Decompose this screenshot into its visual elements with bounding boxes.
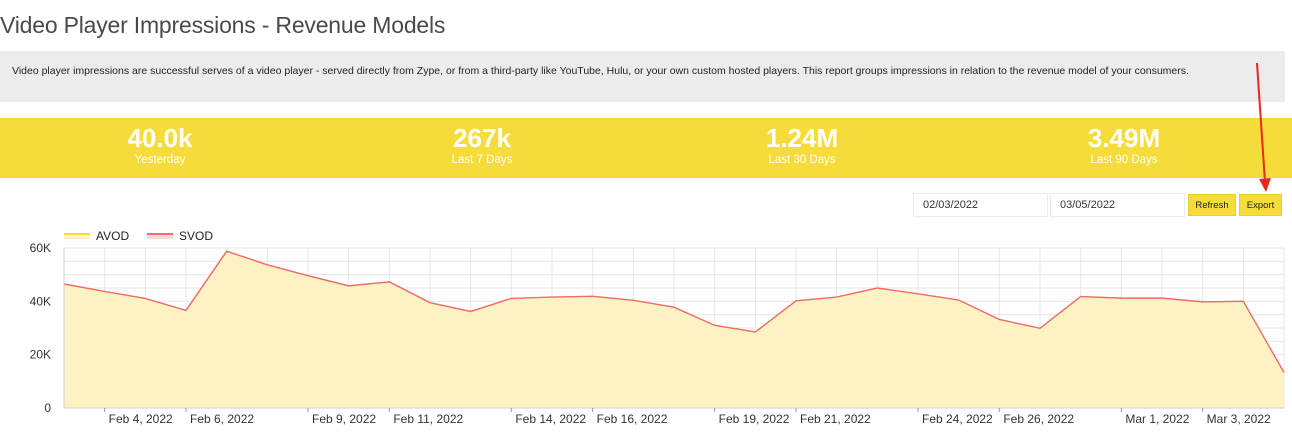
x-tick-label: Feb 21, 2022 (800, 412, 871, 426)
legend-svod[interactable]: SVOD (147, 229, 213, 243)
stat-label: Last 90 Days (1090, 154, 1158, 166)
y-tick-label: 0 (44, 401, 51, 415)
x-tick-label: Feb 19, 2022 (719, 412, 790, 426)
stat-label: Yesterday (134, 154, 186, 166)
end-date-input[interactable] (1050, 193, 1185, 217)
stat-last-7-days: 267k Last 7 Days (372, 123, 592, 167)
x-tick-label: Mar 1, 2022 (1125, 412, 1189, 426)
stat-label: Last 7 Days (451, 154, 513, 166)
stat-value: 267k (453, 123, 511, 153)
legend-label: AVOD (96, 229, 130, 243)
x-tick-label: Feb 14, 2022 (515, 412, 586, 426)
x-tick-label: Feb 4, 2022 (109, 412, 173, 426)
stat-last-30-days: 1.24M Last 30 Days (692, 123, 912, 167)
stat-yesterday: 40.0k Yesterday (50, 123, 270, 167)
avod-swatch (64, 233, 90, 239)
x-tick-label: Feb 26, 2022 (1003, 412, 1074, 426)
legend-avod[interactable]: AVOD (64, 229, 129, 243)
x-axis: Feb 4, 2022 Feb 6, 2022 Feb 9, 2022 Feb 11,… (104, 408, 1271, 426)
arrow-head (1259, 178, 1271, 192)
refresh-button[interactable]: Refresh (1188, 194, 1236, 216)
stat-value: 3.49M (1087, 123, 1161, 153)
page-title: Video Player Impressions - Revenue Model… (0, 12, 446, 38)
export-button[interactable]: Export (1239, 194, 1282, 216)
export-annotation-arrow (1256, 62, 1271, 192)
stats-band: 40.0k Yesterday 267k Last 7 Days 1.24M L… (0, 118, 1292, 178)
arrow-shaft (1256, 62, 1266, 183)
x-tick-label: Mar 3, 2022 (1207, 412, 1271, 426)
y-axis: 0 20K 40K 60K (30, 241, 1284, 415)
svod-line (63, 250, 1285, 373)
start-date-input[interactable] (913, 193, 1048, 217)
stat-last-90-days: 3.49M Last 90 Days (1014, 123, 1234, 167)
x-tick-label: Feb 24, 2022 (922, 412, 993, 426)
y-tick-label: 40K (30, 294, 51, 308)
legend-label: SVOD (179, 229, 214, 243)
chart-areas (63, 250, 1285, 408)
description-text: Video player impressions are successful … (12, 65, 1189, 77)
x-tick-label: Feb 9, 2022 (312, 412, 376, 426)
y-tick-label: 20K (30, 348, 51, 362)
x-tick-label: Feb 16, 2022 (597, 412, 668, 426)
avod-area (64, 251, 1284, 408)
stat-label: Last 30 Days (768, 154, 836, 166)
x-tick-label: Feb 6, 2022 (190, 412, 254, 426)
svod-swatch (147, 233, 173, 239)
x-tick-label: Feb 11, 2022 (393, 412, 463, 426)
stat-value: 40.0k (127, 123, 193, 153)
stat-value: 1.24M (765, 123, 839, 153)
y-tick-label: 60K (30, 241, 51, 255)
report-description: Video player impressions are successful … (0, 51, 1285, 102)
